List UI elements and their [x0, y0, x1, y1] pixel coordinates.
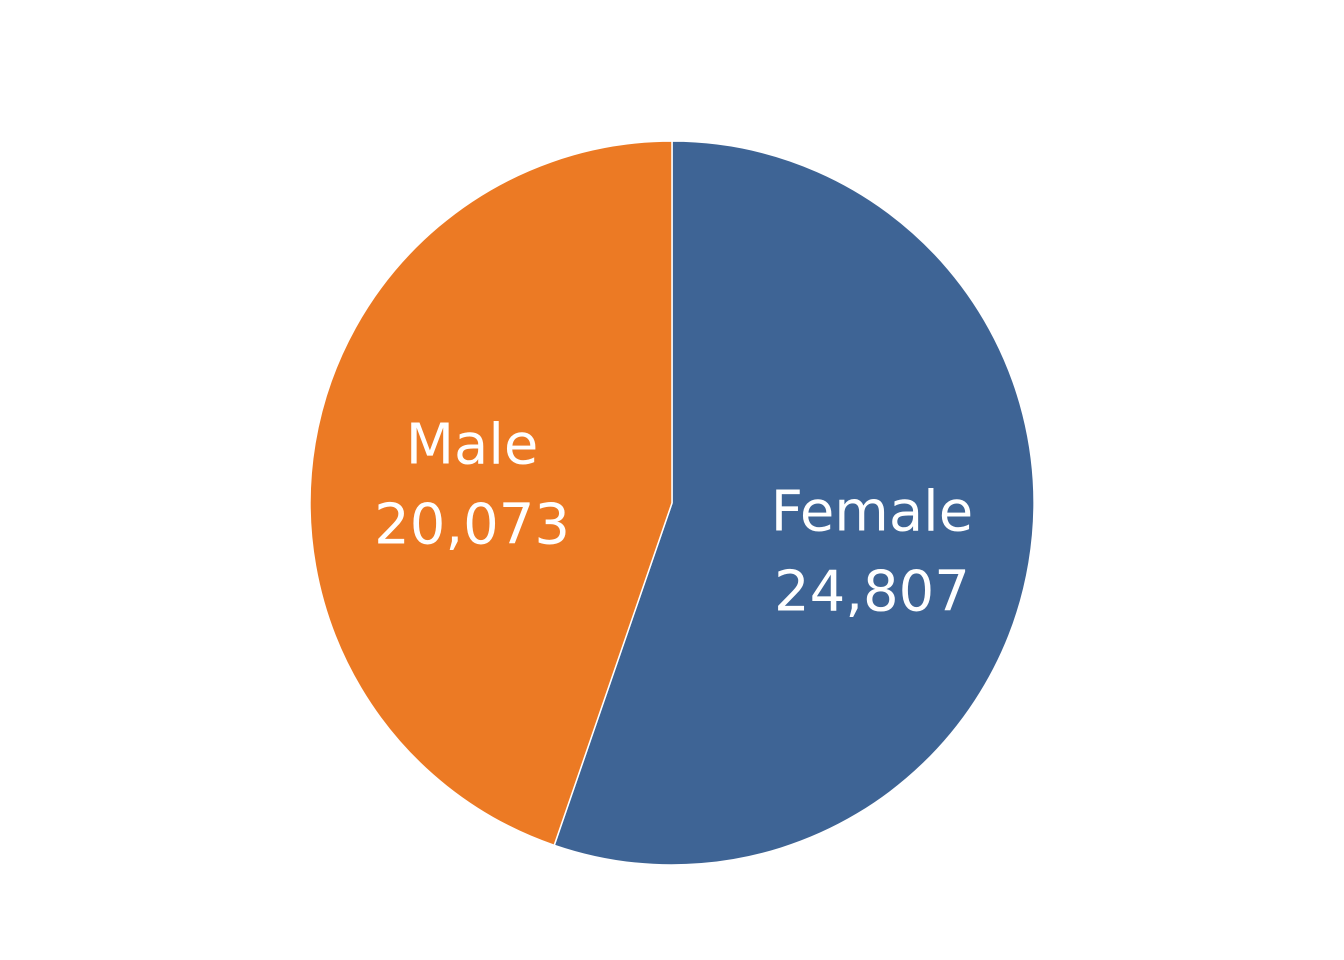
slice-label-female: Female: [771, 479, 973, 544]
pie-slice-male: [309, 140, 673, 847]
pie-slice-female: [553, 140, 1035, 866]
pie-slices: [309, 140, 1035, 866]
slice-value-male: 20,073: [374, 493, 570, 558]
slice-label-male: Male: [406, 413, 539, 478]
slice-value-female: 24,807: [774, 559, 970, 624]
pie-labels: Female 24,807 Male 20,073: [374, 413, 973, 625]
